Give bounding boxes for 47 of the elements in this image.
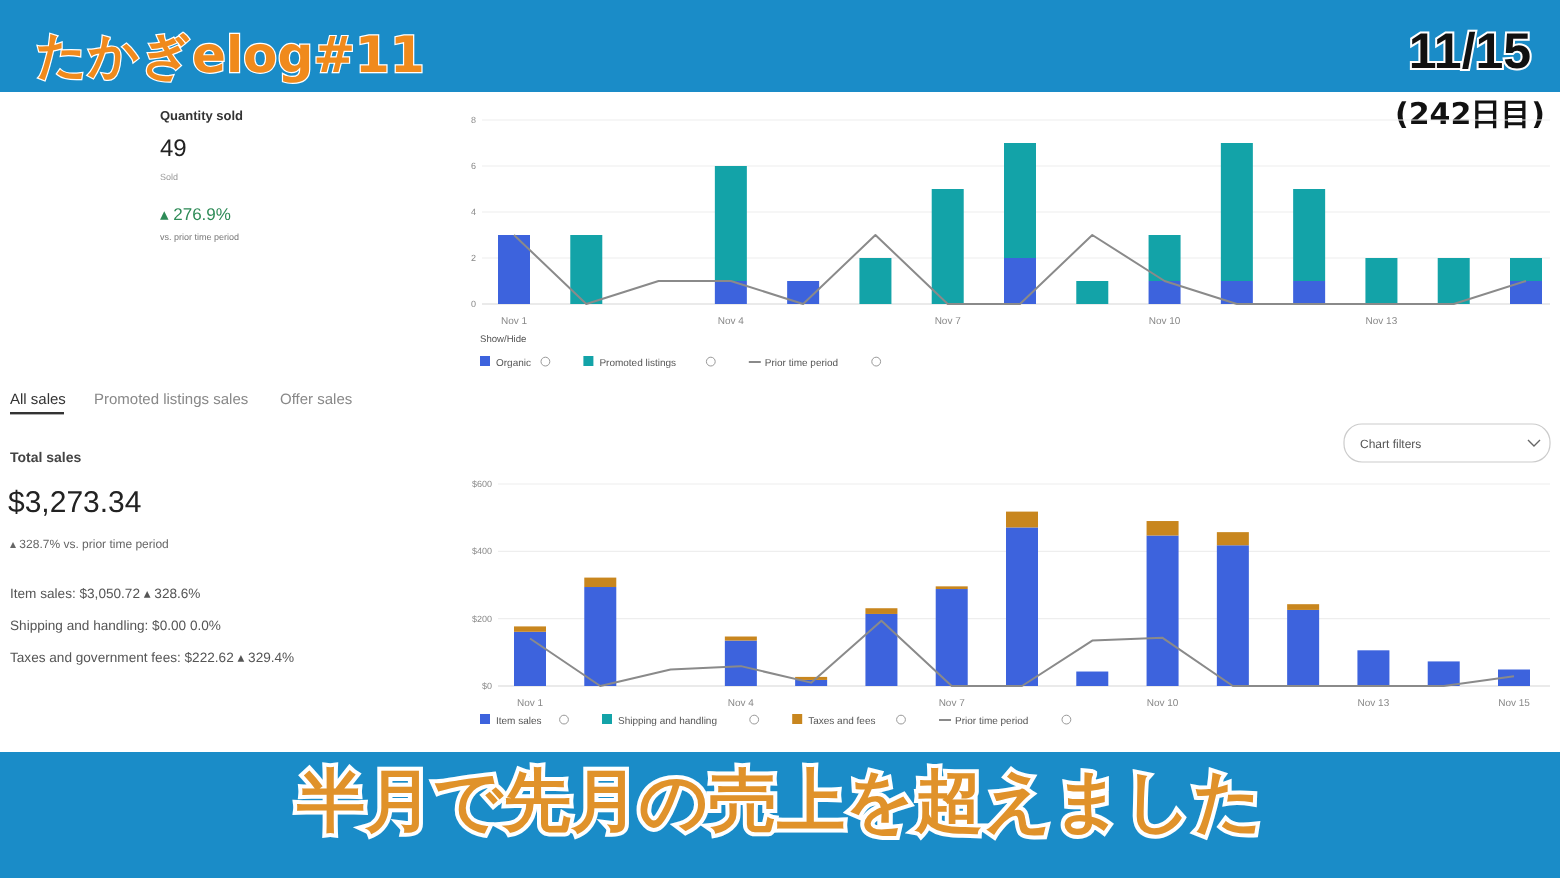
text: $3,273.34 (8, 486, 142, 520)
bar (514, 626, 546, 632)
bar (1357, 650, 1390, 686)
text: 49 (160, 134, 188, 162)
bar (1006, 511, 1038, 528)
bar (1293, 281, 1326, 304)
bar (724, 640, 757, 686)
bar (935, 589, 968, 686)
bar (584, 587, 617, 686)
bar (931, 189, 964, 304)
bar (1216, 532, 1249, 546)
bar (1006, 527, 1038, 686)
bar (1498, 669, 1530, 686)
bar (1220, 143, 1253, 281)
text: ▴ 276.9% (160, 204, 232, 224)
text: 半月で先月の売上を超えました (295, 762, 1263, 842)
bar (498, 235, 530, 304)
bar (1216, 545, 1249, 686)
bar (1004, 258, 1036, 304)
bar (859, 258, 892, 304)
bar (1287, 609, 1320, 686)
bar (514, 631, 546, 686)
bar (1220, 281, 1253, 304)
bar (1427, 661, 1460, 686)
bar (1365, 258, 1398, 304)
bar (1004, 143, 1036, 258)
bar (714, 281, 747, 304)
bar (1148, 235, 1181, 281)
bar (1510, 281, 1542, 304)
bar (1146, 535, 1179, 686)
text: 11/15 (1408, 24, 1532, 80)
bar (865, 613, 898, 686)
bar (1510, 258, 1542, 281)
bar (1437, 258, 1470, 304)
bar (1076, 671, 1109, 686)
bar (714, 166, 747, 281)
annotation: (242日目) (1394, 96, 1546, 132)
bar (1287, 604, 1320, 610)
bar (1148, 281, 1181, 304)
bar (1293, 189, 1326, 281)
text: たかぎelog#11 (36, 26, 425, 84)
bar (1146, 521, 1179, 536)
bar (570, 235, 603, 304)
bar (584, 577, 617, 588)
bar (865, 608, 898, 614)
line-series (529, 619, 1515, 687)
bar (1076, 281, 1109, 304)
